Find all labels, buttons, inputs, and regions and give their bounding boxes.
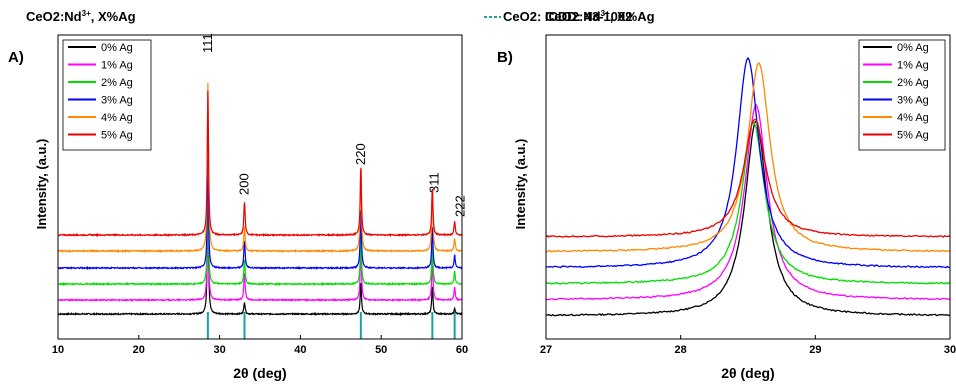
series-line [57, 189, 463, 287]
plot-area-b: 27 28 29 30 0% Ag 1% Ag 2% Ag 3% Ag 4% Ag 5% Ag [540, 34, 956, 356]
legend-label: 1% Ag [101, 60, 133, 72]
reference-lines [206, 312, 456, 339]
xlabel-a: 2θ (deg) [233, 365, 286, 381]
title-a: CeO2:Nd3+, X%Ag [26, 9, 136, 24]
peak-label: 111 [200, 33, 215, 53]
legend-label: 0% Ag [101, 42, 133, 54]
legend-label: 1% Ag [897, 60, 929, 72]
x-tick-label: 27 [540, 344, 552, 356]
title-b: CeO2:Nd3+, X%Ag [545, 9, 655, 24]
ylabel-a: Intensity, (a.u.) [34, 139, 49, 230]
series-line [546, 56, 951, 269]
series-line [545, 103, 951, 301]
x-tick-label: 10 [52, 344, 64, 356]
series-line [545, 61, 951, 253]
xlabel-b: 2θ (deg) [721, 365, 774, 381]
panel-label-b: B) [497, 49, 513, 66]
peak-label: 220 [353, 143, 368, 165]
x-tick-label: 30 [944, 344, 956, 356]
header-a: CeO2:Nd3+, X%Ag CeO2: ICDD: 43-1002 [26, 9, 632, 24]
plot-frame-b [545, 34, 951, 340]
x-tick-label: 60 [456, 344, 468, 356]
series-line [57, 82, 463, 254]
series-line [545, 118, 951, 238]
peak-label: 200 [237, 173, 252, 195]
series-line [57, 199, 463, 317]
x-tick-label: 40 [294, 344, 306, 356]
legend-label: 4% Ag [101, 112, 133, 124]
peak-annotations: 111 200 220 311 222 [200, 33, 468, 217]
series-line [57, 158, 463, 271]
x-tick-label: 50 [375, 344, 387, 356]
x-ticks-b: 27 28 29 30 [540, 335, 956, 356]
legend-b: 0% Ag 1% Ag 2% Ag 3% Ag 4% Ag 5% Ag [858, 39, 946, 151]
legend-label: 5% Ag [897, 130, 929, 142]
x-tick-label: 29 [809, 344, 821, 356]
legend-box [62, 39, 152, 151]
series-line [57, 90, 463, 238]
plot-area-a: 111 200 220 311 222 10 20 30 40 50 60 0% Ag 1% Ag 2… [52, 33, 468, 356]
series-line [57, 199, 463, 303]
panel-label-a: A) [8, 49, 24, 66]
legend-label: 0% Ag [897, 42, 929, 54]
peak-label: 311 [426, 172, 441, 193]
reference-legend-label: CeO2: ICDD: 43-1002 [503, 9, 632, 24]
legend-label: 3% Ag [897, 95, 929, 107]
legend-a: 0% Ag 1% Ag 2% Ag 3% Ag 4% Ag 5% Ag [62, 39, 152, 151]
x-tick-label: 20 [133, 344, 145, 356]
legend-label: 2% Ag [897, 77, 929, 89]
legend-label: 5% Ag [101, 130, 133, 142]
plot-frame-a [57, 34, 463, 340]
header-b: CeO2:Nd3+, X%Ag [545, 9, 655, 24]
legend-box [858, 39, 946, 151]
legend-label: 3% Ag [101, 95, 133, 107]
x-tick-label: 28 [675, 344, 687, 356]
ylabel-b: Intensity, (a.u.) [513, 139, 528, 230]
series-group-b [545, 56, 951, 317]
series-line [545, 120, 951, 317]
legend-label: 4% Ag [897, 112, 929, 124]
x-ticks-a: 10 20 30 40 50 60 [52, 335, 468, 356]
x-tick-label: 30 [213, 344, 225, 356]
legend-label: 2% Ag [101, 77, 133, 89]
peak-label: 222 [453, 195, 468, 217]
series-group-a [57, 82, 463, 317]
